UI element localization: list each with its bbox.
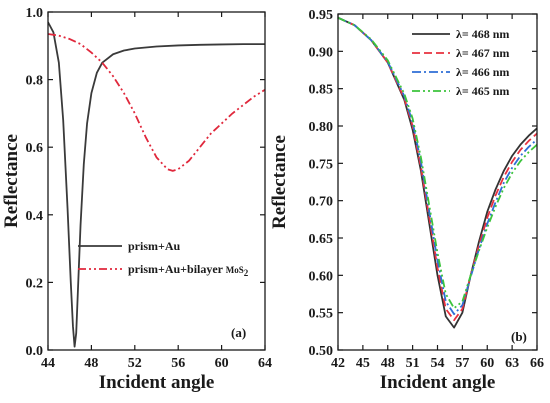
x-tick-label: 48 bbox=[84, 356, 98, 371]
y-tick-label: 0.90 bbox=[309, 45, 334, 60]
legend: prism+Au prism+Au+bilayer MoS2 bbox=[78, 239, 249, 278]
y-axis-label: Reflectance bbox=[1, 134, 22, 228]
y-tick-label: 0.50 bbox=[309, 344, 334, 359]
plot-frame bbox=[47, 11, 266, 351]
x-tick-label: 44 bbox=[41, 356, 55, 371]
y-tick-label: 0.4 bbox=[26, 209, 44, 224]
x-tick-label: 52 bbox=[128, 356, 142, 371]
x-tick-label: 60 bbox=[215, 356, 229, 371]
y-tick-label: 0.65 bbox=[309, 232, 334, 247]
y-tick-label: 0.80 bbox=[309, 120, 334, 135]
panel-label: (b) bbox=[511, 329, 527, 344]
y-tick-label: 0.75 bbox=[309, 157, 334, 172]
y-axis-label: Reflectance bbox=[269, 135, 290, 229]
series-group bbox=[338, 16, 537, 329]
series-group bbox=[48, 21, 265, 348]
x-tick-label: 48 bbox=[381, 356, 395, 371]
x-tick-label: 66 bbox=[530, 356, 544, 371]
x-tick-label: 57 bbox=[455, 356, 469, 371]
x-tick-label: 42 bbox=[331, 356, 345, 371]
series-line-2 bbox=[338, 16, 537, 322]
legend-entry-label: prism+Au bbox=[128, 239, 181, 253]
x-tick-label: 63 bbox=[505, 356, 519, 371]
y-tick-label: 0.85 bbox=[309, 83, 334, 98]
chart-panel-b: 42 45 48 51 54 57 60 63 66 0.50 0.55 0.60 0.65 0.70 0.… bbox=[269, 8, 544, 393]
y-tick-label: 0.6 bbox=[26, 141, 44, 156]
y-tick-label: 0.70 bbox=[309, 195, 334, 210]
legend-entry-label: λ= 465 nm bbox=[456, 84, 509, 98]
x-tick-label: 56 bbox=[171, 356, 185, 371]
y-tick-label: 0.60 bbox=[309, 269, 334, 284]
series-line-1 bbox=[338, 16, 537, 329]
y-tick-label: 0.95 bbox=[309, 8, 334, 23]
y-tick-label: 0.55 bbox=[309, 307, 334, 322]
panel-label: (a) bbox=[231, 325, 246, 340]
y-tick-label: 1.0 bbox=[26, 6, 44, 21]
x-axis-label: Incident angle bbox=[99, 372, 215, 393]
y-tick-label: 0.2 bbox=[26, 276, 44, 291]
x-tick-label: 54 bbox=[431, 356, 445, 371]
y-tick-label: 0.0 bbox=[26, 344, 44, 359]
x-tick-label: 51 bbox=[406, 356, 420, 371]
legend: λ= 468 nm λ= 467 nm λ= 466 nm λ= 465 nm bbox=[412, 27, 509, 98]
series-line-4 bbox=[338, 16, 537, 310]
legend-entry-label: λ= 466 nm bbox=[456, 65, 509, 79]
y-tick-label: 0.8 bbox=[26, 74, 44, 89]
x-tick-label: 45 bbox=[356, 356, 370, 371]
legend-entry-label: λ= 467 nm bbox=[456, 46, 509, 60]
chart-panel-a: 44 48 52 56 60 64 0.0 0.2 0.4 0.6 0.8 1.0 Incident a… bbox=[1, 6, 272, 393]
legend-entry-label: λ= 468 nm bbox=[456, 27, 509, 41]
legend-entry-label: prism+Au+bilayer MoS2 bbox=[128, 262, 249, 278]
x-axis-label: Incident angle bbox=[380, 372, 496, 393]
series-line-1 bbox=[48, 21, 265, 348]
series-line-2 bbox=[48, 33, 265, 172]
x-tick-label: 64 bbox=[258, 356, 272, 371]
x-tick-label: 60 bbox=[480, 356, 494, 371]
